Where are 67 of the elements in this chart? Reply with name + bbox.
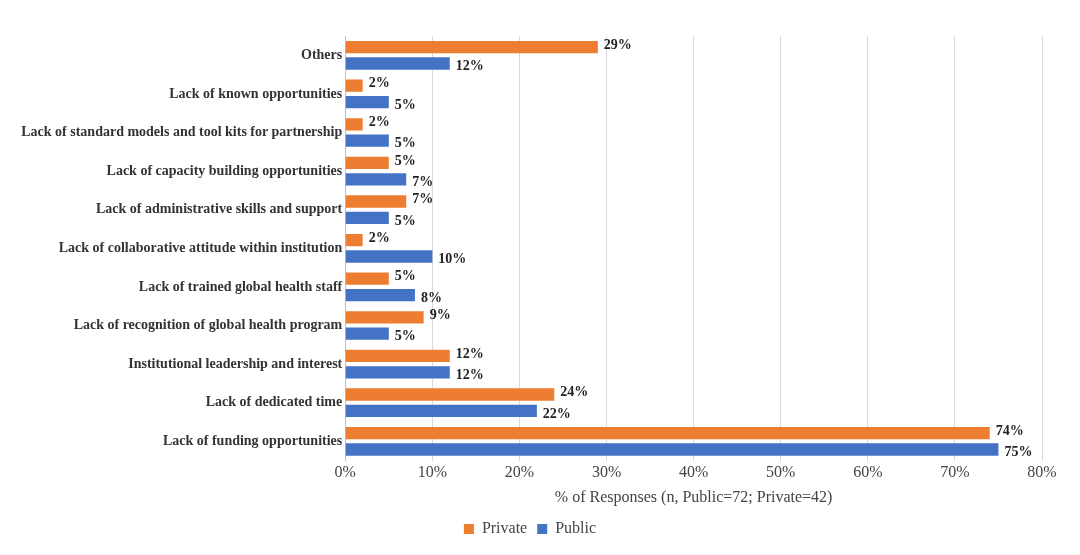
data-label: 2% — [368, 113, 390, 129]
y-tick-label: Institutional leadership and interest — [128, 355, 343, 371]
data-label: 5% — [394, 135, 416, 151]
y-tick-label: Lack of trained global health staff — [138, 278, 343, 294]
data-label: 5% — [394, 212, 416, 228]
bar — [345, 426, 990, 440]
data-label: 5% — [394, 152, 416, 168]
y-tick-label: Lack of recognition of global health program — [73, 317, 343, 333]
data-label: 8% — [420, 289, 442, 305]
bar — [345, 79, 363, 92]
bar — [345, 404, 537, 418]
data-label: 9% — [429, 306, 451, 322]
bar — [345, 118, 363, 131]
y-tick-label: Lack of administrative skills and support — [96, 201, 343, 217]
data-label: 5% — [394, 96, 416, 112]
bar — [345, 288, 415, 302]
x-tick-label: 60% — [853, 463, 883, 481]
data-label: 75% — [1004, 444, 1033, 460]
bar — [345, 195, 407, 208]
bar — [345, 349, 450, 363]
y-tick-label: Lack of dedicated time — [205, 394, 343, 410]
bar — [345, 366, 450, 379]
bar — [345, 233, 363, 247]
data-label: 24% — [560, 384, 589, 400]
bar — [345, 327, 389, 340]
data-label: 2% — [368, 229, 390, 245]
data-label: 74% — [995, 422, 1024, 438]
y-tick-label: Others — [301, 46, 343, 62]
data-label: 22% — [542, 405, 571, 421]
data-label: 5% — [394, 328, 416, 344]
bar — [345, 388, 555, 401]
bar — [345, 134, 389, 147]
data-label: 10% — [438, 251, 467, 267]
data-label: 5% — [394, 268, 416, 284]
bar — [345, 57, 450, 70]
x-tick-label: 10% — [417, 463, 448, 481]
bar — [345, 156, 389, 170]
data-label: 29% — [603, 36, 632, 52]
data-label: 7% — [412, 191, 434, 207]
y-tick-label: Lack of known opportunities — [169, 85, 343, 101]
legend-label: Public — [555, 519, 597, 537]
x-tick-label: 40% — [678, 463, 709, 481]
bar — [345, 95, 389, 109]
y-tick-label: Lack of standard models and tool kits for partnership — [21, 124, 343, 140]
x-tick-label: 20% — [504, 463, 535, 481]
x-tick-label: 0% — [334, 463, 356, 481]
y-tick-label: Lack of capacity building opportunities — [106, 162, 343, 178]
bar — [345, 250, 433, 263]
data-label: 7% — [412, 173, 434, 189]
x-tick-label: 30% — [591, 463, 622, 481]
x-tick-label: 80% — [1027, 463, 1057, 481]
data-label: 2% — [368, 75, 390, 91]
bar — [345, 173, 407, 186]
y-tick-label: Lack of collaborative attitude within institution — [58, 239, 343, 255]
bar — [345, 443, 999, 456]
y-tick-label: Lack of funding opportunities — [162, 432, 343, 448]
data-label: 12% — [455, 345, 484, 361]
x-tick-label: 50% — [766, 463, 796, 481]
data-label: 12% — [455, 58, 484, 74]
bar — [345, 40, 598, 54]
bar — [345, 311, 424, 324]
bar — [345, 272, 389, 285]
data-label: 12% — [455, 366, 484, 382]
x-tick-label: 70% — [940, 463, 970, 481]
bar — [345, 211, 389, 225]
legend-label: Private — [481, 519, 528, 537]
x-axis-title: % of Responses (n, Public=72; Private=42) — [554, 487, 833, 506]
